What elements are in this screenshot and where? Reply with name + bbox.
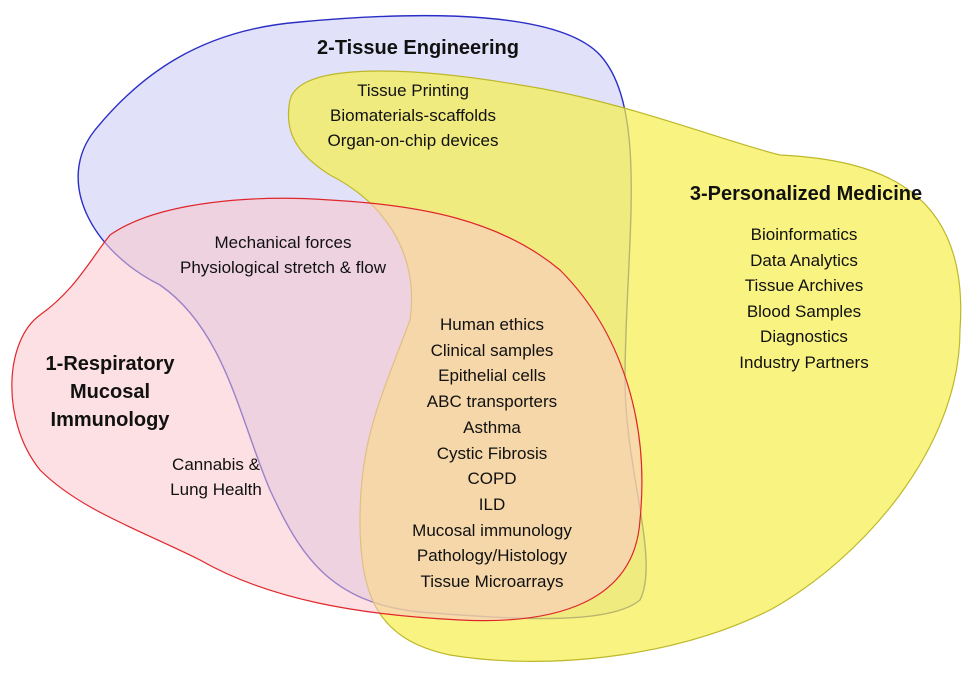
all-three-list: Human ethics Clinical samples Epithelial… xyxy=(412,312,572,595)
list-item: Organ-on-chip devices xyxy=(327,131,499,150)
respiratory-title-line: Immunology xyxy=(50,409,170,431)
list-item: Data Analytics xyxy=(750,250,858,270)
respiratory-immunology-title: 1-Respiratory Mucosal Immunology xyxy=(25,350,195,434)
respiratory-title-line: 1-Respiratory xyxy=(45,353,175,375)
list-item: Biomaterials-scaffolds xyxy=(330,106,496,125)
list-item: Bioinformatics xyxy=(750,225,858,244)
list-item: Lung Health xyxy=(170,480,262,499)
respiratory-immunology-region xyxy=(11,197,643,622)
list-item: Tissue Microarrays xyxy=(420,572,564,592)
list-item: Mechanical forces xyxy=(214,233,352,252)
tissue-engineering-title: 2-Tissue Engineering xyxy=(317,37,519,59)
list-item: ILD xyxy=(478,494,506,514)
list-item: Epithelial cells xyxy=(438,366,546,386)
personalized-medicine-title: 3-Personalized Medicine xyxy=(689,183,923,205)
list-item: Human ethics xyxy=(440,315,544,334)
list-item: Diagnostics xyxy=(760,327,848,347)
personalized-only-list: Bioinformatics Data Analytics Tissue Arc… xyxy=(739,222,868,376)
list-item: Asthma xyxy=(463,417,521,437)
list-item: Blood Samples xyxy=(746,301,862,321)
list-item: Tissue Archives xyxy=(744,276,864,296)
list-item: Pathology/Histology xyxy=(416,546,568,566)
respiratory-title-line: Mucosal xyxy=(69,381,151,403)
list-item: Mucosal immunology xyxy=(412,520,572,540)
list-item: Physiological stretch & flow xyxy=(180,258,386,277)
list-item: Cystic Fibrosis xyxy=(436,443,548,463)
tissue-respiratory-list: Mechanical forces Physiological stretch … xyxy=(180,230,386,280)
list-item: Cannabis & xyxy=(172,455,260,474)
tissue-personalized-list: Tissue Printing Biomaterials-scaffolds O… xyxy=(327,78,498,153)
respiratory-only-list: Cannabis & Lung Health xyxy=(170,452,262,502)
list-item: COPD xyxy=(467,469,517,489)
list-item: Tissue Printing xyxy=(357,81,469,100)
list-item: Clinical samples xyxy=(430,340,554,360)
list-item: ABC transporters xyxy=(426,392,558,412)
list-item: Industry Partners xyxy=(739,352,869,372)
